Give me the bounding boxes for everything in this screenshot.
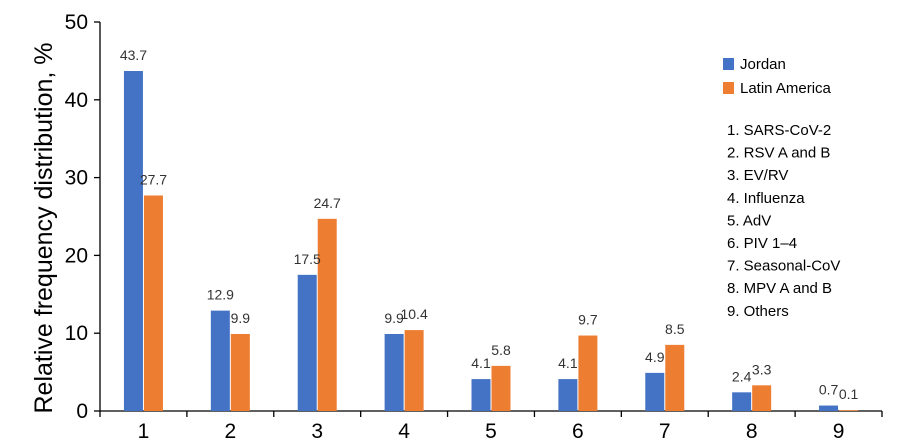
category-key-item: 3. EV/RV	[727, 167, 788, 184]
bar-latin-america	[404, 330, 424, 411]
bar-jordan	[210, 310, 230, 411]
bar-latin-america	[143, 195, 163, 411]
data-label-jordan: 9.9	[384, 310, 404, 326]
category-key-item: 6. PIV 1–4	[727, 235, 797, 252]
bar-latin-america	[752, 385, 772, 411]
category-key-item: 1. SARS-CoV-2	[727, 122, 831, 139]
data-label-jordan: 17.5	[294, 251, 321, 267]
data-label-jordan: 4.1	[558, 355, 578, 371]
data-label-latin-america: 8.5	[665, 321, 685, 337]
data-label-jordan: 12.9	[207, 287, 234, 303]
bar-jordan	[558, 379, 578, 411]
bar-latin-america	[491, 365, 511, 411]
category-key-item: 4. Influenza	[727, 190, 805, 207]
y-tick-label: 10	[65, 322, 88, 345]
x-ticks: 1 2 3 4 5 6 7 8 9	[99, 411, 883, 442]
bar-latin-america	[317, 218, 337, 411]
category-key-item: 2. RSV A and B	[727, 145, 830, 162]
bar-jordan	[297, 274, 317, 411]
y-ticks: 0 10 20 30 40 50	[65, 11, 100, 423]
data-label-latin-america: 5.8	[491, 342, 511, 358]
bar-jordan	[384, 333, 404, 411]
legend-label-jordan: Jordan	[740, 56, 786, 73]
data-label-latin-america: 9.7	[578, 312, 598, 328]
category-key-item: 8. MPV A and B	[727, 280, 832, 297]
legend-label-latin-america: Latin America	[740, 80, 832, 97]
data-labels: 43.727.712.99.917.524.79.910.44.15.84.19…	[120, 47, 859, 402]
x-tick-label: 9	[833, 420, 845, 442]
bars	[123, 71, 859, 411]
category-key-item: 9. Others	[727, 303, 789, 320]
y-axis-label: Relative frequency distribution, %	[30, 42, 58, 413]
x-tick-label: 8	[746, 420, 758, 442]
bar-latin-america	[665, 344, 685, 411]
data-label-latin-america: 3.3	[752, 361, 772, 377]
bar-jordan	[471, 379, 491, 411]
category-key-item: 7. Seasonal-CoV	[727, 258, 840, 275]
data-label-latin-america: 24.7	[314, 195, 341, 211]
bar-jordan	[732, 392, 752, 411]
data-label-latin-america: 0.1	[839, 386, 859, 402]
data-label-jordan: 4.1	[471, 355, 491, 371]
legend: Jordan Latin America	[723, 56, 832, 97]
y-tick-label: 50	[65, 11, 88, 34]
bar-latin-america	[839, 410, 859, 411]
x-tick-label: 5	[485, 420, 497, 442]
data-label-jordan: 4.9	[645, 349, 665, 365]
y-tick-label: 40	[65, 89, 88, 112]
category-key-item: 5. AdV	[727, 212, 771, 229]
x-tick-label: 1	[138, 420, 150, 442]
data-label-latin-america: 27.7	[140, 171, 167, 187]
x-tick-label: 2	[224, 420, 236, 442]
x-tick-label: 6	[572, 420, 584, 442]
bar-jordan	[645, 372, 665, 411]
category-key: 1. SARS-CoV-2 2. RSV A and B 3. EV/RV 4. In…	[727, 122, 840, 320]
bar-jordan	[819, 405, 839, 411]
bar-jordan	[123, 71, 143, 411]
y-tick-label: 0	[76, 400, 88, 423]
data-label-jordan: 2.4	[732, 368, 752, 384]
legend-swatch-latin-america	[723, 82, 734, 94]
data-label-latin-america: 10.4	[400, 306, 427, 322]
bar-latin-america	[578, 335, 598, 411]
y-tick-label: 20	[65, 244, 88, 267]
legend-swatch-jordan	[723, 58, 734, 70]
data-label-latin-america: 9.9	[231, 310, 251, 326]
x-tick-label: 7	[659, 420, 671, 442]
y-tick-label: 30	[65, 167, 88, 190]
x-tick-label: 3	[311, 420, 323, 442]
bar-latin-america	[230, 333, 250, 411]
data-label-jordan: 43.7	[120, 47, 147, 63]
x-tick-label: 4	[398, 420, 410, 442]
data-label-jordan: 0.7	[819, 382, 839, 398]
